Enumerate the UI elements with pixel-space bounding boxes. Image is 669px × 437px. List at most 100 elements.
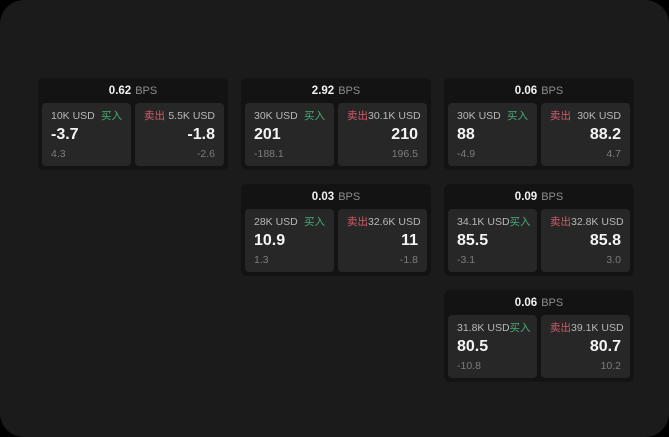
buy-size-label: 31.8K USD [457,322,510,334]
sell-size-label: 32.6K USD [368,216,421,228]
sell-size-label: 5.5K USD [168,110,215,122]
spread-value: 0.62 [108,84,132,97]
sell-quote-panel[interactable]: 卖出 39.1K USD 80.7 10.2 [541,315,630,378]
sell-quote-value: 210 [391,126,418,143]
buy-size-label: 34.1K USD [457,216,510,228]
sell-quote-panel[interactable]: 卖出 32.6K USD 11 -1.8 [338,209,427,272]
sell-panel-top: 卖出 30.1K USD [347,110,421,122]
buy-panel-top: 28K USD 买入 [254,216,325,228]
quote-card: 0.62 BPS 10K USD 买入 -3.7 4.3 卖出 5.5K USD [38,78,228,170]
spread-header: 2.92 BPS [241,78,431,103]
sell-sub-value: -1.8 [399,254,418,266]
sell-sub-value: 3.0 [606,254,621,266]
buy-panel-top: 31.8K USD 买入 [457,322,531,334]
spread-value: 2.92 [311,84,335,97]
buy-quote-value: 85.5 [457,232,489,249]
sell-tag: 卖出 [347,216,368,228]
buy-tag: 买入 [101,110,122,122]
buy-quote-value: 10.9 [254,232,286,249]
sell-panel-top: 卖出 39.1K USD [550,322,624,334]
spread-value: 0.06 [514,296,538,309]
quote-card: 0.06 BPS 30K USD 买入 88 -4.9 卖出 30K USD [444,78,634,170]
buy-panel-top: 34.1K USD 买入 [457,216,531,228]
sell-quote-value: 11 [401,232,418,249]
sell-quote-value: 80.7 [589,338,621,355]
spread-unit-label: BPS [135,84,158,97]
buy-sub-value: -188.1 [254,148,284,160]
sell-sub-value: 196.5 [391,148,418,160]
sell-quote-panel[interactable]: 卖出 5.5K USD -1.8 -2.6 [135,103,224,166]
spread-unit-label: BPS [338,190,361,203]
buy-quote-panel[interactable]: 10K USD 买入 -3.7 4.3 [42,103,131,166]
buy-quote-value: 201 [254,126,281,143]
sell-quote-value: 88.2 [589,126,621,143]
sell-sub-value: 4.7 [606,148,621,160]
buy-sub-value: 1.3 [254,254,269,266]
sell-size-label: 30K USD [577,110,621,122]
buy-tag: 买入 [304,110,325,122]
buy-quote-value: 88 [457,126,475,143]
quote-card: 0.09 BPS 34.1K USD 买入 85.5 -3.1 卖出 32.8K… [444,184,634,276]
sell-tag: 卖出 [550,110,571,122]
sell-quote-value: -1.8 [187,126,215,143]
buy-quote-panel[interactable]: 31.8K USD 买入 80.5 -10.8 [448,315,537,378]
buy-quote-panel[interactable]: 28K USD 买入 10.9 1.3 [245,209,334,272]
buy-tag: 买入 [304,216,325,228]
spread-header: 0.03 BPS [241,184,431,209]
spread-unit-label: BPS [541,84,564,97]
spread-unit-label: BPS [541,190,564,203]
sell-tag: 卖出 [144,110,165,122]
buy-size-label: 10K USD [51,110,95,122]
sell-panel-top: 卖出 5.5K USD [144,110,215,122]
sell-size-label: 39.1K USD [571,322,624,334]
spread-value: 0.09 [514,190,538,203]
buy-quote-panel[interactable]: 30K USD 买入 201 -188.1 [245,103,334,166]
buy-quote-value: -3.7 [51,126,79,143]
buy-sub-value: 4.3 [51,148,66,160]
quote-panels: 30K USD 买入 88 -4.9 卖出 30K USD 88.2 4.7 [444,103,634,170]
sell-panel-top: 卖出 32.8K USD [550,216,624,228]
quote-card: 0.03 BPS 28K USD 买入 10.9 1.3 卖出 32.6K US… [241,184,431,276]
buy-size-label: 28K USD [254,216,298,228]
sell-quote-value: 85.8 [589,232,621,249]
spread-value: 0.03 [311,190,335,203]
sell-quote-panel[interactable]: 卖出 30.1K USD 210 196.5 [338,103,427,166]
buy-tag: 买入 [509,322,531,334]
spread-unit-label: BPS [541,296,564,309]
spread-header: 0.06 BPS [444,290,634,315]
buy-size-label: 30K USD [457,110,501,122]
quote-panels: 10K USD 买入 -3.7 4.3 卖出 5.5K USD -1.8 -2.… [38,103,228,170]
quote-panels: 34.1K USD 买入 85.5 -3.1 卖出 32.8K USD 85.8… [444,209,634,276]
buy-quote-panel[interactable]: 30K USD 买入 88 -4.9 [448,103,537,166]
sell-sub-value: -2.6 [196,148,215,160]
buy-size-label: 30K USD [254,110,298,122]
spread-header: 0.06 BPS [444,78,634,103]
buy-quote-panel[interactable]: 34.1K USD 买入 85.5 -3.1 [448,209,537,272]
sell-panel-top: 卖出 32.6K USD [347,216,421,228]
buy-sub-value: -3.1 [457,254,476,266]
sell-panel-top: 卖出 30K USD [550,110,621,122]
buy-panel-top: 30K USD 买入 [457,110,528,122]
buy-tag: 买入 [507,110,528,122]
sell-tag: 卖出 [550,216,571,228]
quote-panels: 31.8K USD 买入 80.5 -10.8 卖出 39.1K USD 80.… [444,315,634,382]
sell-sub-value: 10.2 [600,360,621,372]
buy-sub-value: -10.8 [457,360,481,372]
sell-size-label: 32.8K USD [571,216,624,228]
buy-quote-value: 80.5 [457,338,489,355]
sell-quote-panel[interactable]: 卖出 32.8K USD 85.8 3.0 [541,209,630,272]
sell-size-label: 30.1K USD [368,110,421,122]
sell-quote-panel[interactable]: 卖出 30K USD 88.2 4.7 [541,103,630,166]
buy-sub-value: -4.9 [457,148,476,160]
buy-panel-top: 30K USD 买入 [254,110,325,122]
buy-panel-top: 10K USD 买入 [51,110,122,122]
spread-header: 0.09 BPS [444,184,634,209]
quote-card: 0.06 BPS 31.8K USD 买入 80.5 -10.8 卖出 39.1… [444,290,634,382]
quote-card: 2.92 BPS 30K USD 买入 201 -188.1 卖出 30.1K … [241,78,431,170]
buy-tag: 买入 [509,216,531,228]
quote-card-grid: 0.62 BPS 10K USD 买入 -3.7 4.3 卖出 5.5K USD [38,78,634,382]
quote-panels: 28K USD 买入 10.9 1.3 卖出 32.6K USD 11 -1.8 [241,209,431,276]
spread-unit-label: BPS [338,84,361,97]
sell-tag: 卖出 [347,110,368,122]
